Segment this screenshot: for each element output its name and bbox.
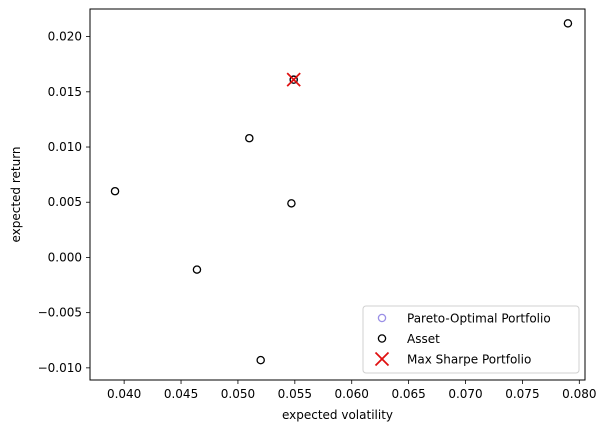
y-tick-label: −0.005 [38, 306, 82, 320]
legend-marker [377, 313, 387, 323]
asset-point [192, 265, 202, 274]
y-tick-label: 0.005 [48, 195, 82, 209]
legend-entry-label: Pareto-Optimal Portfolio [407, 312, 551, 326]
asset-point [563, 19, 573, 28]
asset-point [245, 133, 254, 143]
asset-point [287, 199, 296, 208]
y-tick-label: 0.020 [48, 30, 82, 44]
x-tick-label: 0.050 [221, 387, 255, 401]
x-tick-label: 0.060 [335, 387, 369, 401]
legend-entry-label: Asset [407, 332, 440, 346]
legend-marker [377, 334, 387, 343]
x-tick-label: 0.040 [107, 387, 141, 401]
x-tick-label: 0.075 [505, 387, 539, 401]
y-tick-label: −0.010 [38, 361, 82, 375]
asset-point [289, 75, 298, 84]
data-points [110, 19, 573, 365]
plot-frame [89, 8, 586, 381]
y-tick-label: 0.000 [48, 250, 82, 264]
legend-marker [374, 351, 390, 367]
y-axis-ticks: −0.010 −0.005 0.000 0.005 0.010 0.015 0.020 [38, 30, 90, 375]
y-tick-label: 0.015 [48, 85, 82, 99]
x-tick-label: 0.080 [562, 387, 596, 401]
legend-box [362, 305, 580, 374]
legend: Pareto-Optimal Portfolio Asset Max Sharpe … [362, 305, 580, 374]
y-axis-label: expected return [9, 146, 23, 242]
x-tick-label: 0.055 [278, 387, 312, 401]
asset-point [110, 186, 120, 196]
legend-entry-label: Max Sharpe Portfolio [407, 353, 531, 367]
x-tick-label: 0.065 [391, 387, 425, 401]
x-tick-label: 0.070 [448, 387, 482, 401]
x-tick-label: 0.045 [164, 387, 198, 401]
asset-point [256, 355, 265, 365]
x-axis-label: expected volatility [282, 408, 393, 422]
y-tick-label: 0.010 [48, 140, 82, 154]
max-sharpe-marker [286, 72, 301, 87]
x-axis-ticks: 0.040 0.045 0.050 0.055 0.060 0.065 0.070 0.075… [107, 380, 596, 401]
